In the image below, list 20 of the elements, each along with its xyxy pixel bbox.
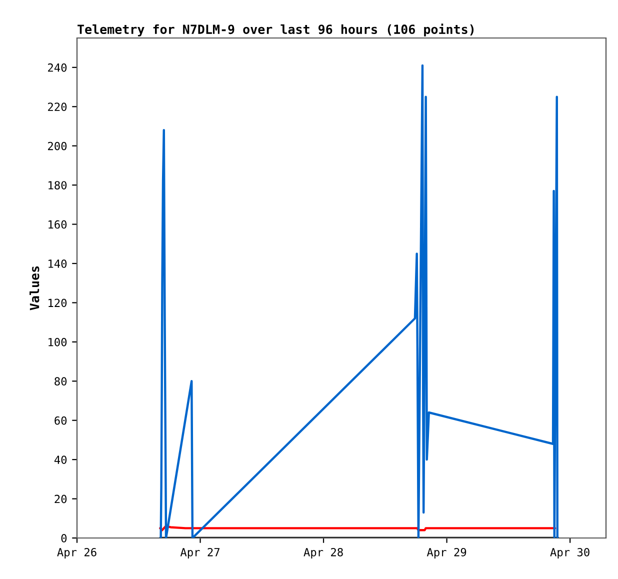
y-tick-label: 40 bbox=[54, 456, 67, 464]
y-tick-label: 200 bbox=[48, 142, 67, 150]
y-tick-label: 240 bbox=[48, 63, 67, 72]
x-tick-label: Apr 30 bbox=[550, 548, 590, 559]
y-tick-label: 140 bbox=[48, 259, 67, 268]
y-axis-title: Values bbox=[30, 266, 40, 310]
x-tick-label: Apr 27 bbox=[180, 548, 220, 559]
y-tick-label: 80 bbox=[54, 377, 67, 386]
y-tick-label: 100 bbox=[48, 338, 67, 346]
y-tick-label: 180 bbox=[48, 181, 67, 190]
x-tick-label: Apr 26 bbox=[57, 548, 96, 559]
y-tick-label: 60 bbox=[54, 416, 67, 425]
y-tick-label: 160 bbox=[48, 220, 67, 229]
x-tick-label: Apr 28 bbox=[304, 548, 343, 559]
y-tick-label: 120 bbox=[48, 298, 67, 308]
y-tick-label: 220 bbox=[48, 102, 67, 112]
x-tick-label: Apr 29 bbox=[426, 548, 466, 559]
y-tick-label: 20 bbox=[54, 494, 67, 504]
chart-title: Telemetry for N7DLM-9 over last 96 hours (106 points) bbox=[78, 24, 474, 36]
y-tick-label: 0 bbox=[61, 534, 67, 542]
